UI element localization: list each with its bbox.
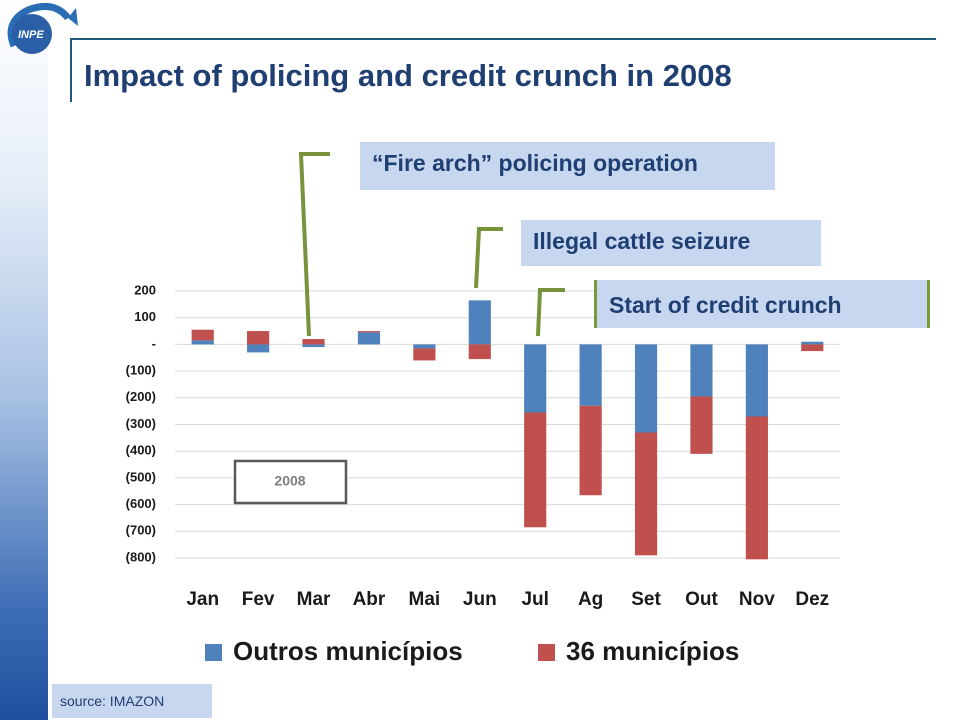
- y-tick-label: (400): [126, 443, 156, 458]
- bar-m36-jul: [524, 412, 547, 528]
- header-rule: [72, 38, 936, 40]
- bar-outros-jun: [468, 300, 491, 345]
- fire-arch-text: “Fire arch” policing operation: [372, 150, 698, 176]
- bar-outros-jan: [191, 340, 214, 345]
- year-box: [233, 459, 348, 505]
- bar-m36-out: [690, 396, 713, 454]
- cattle-seizure-callout: Illegal cattle seizure: [521, 220, 821, 266]
- bar-m36-ag: [579, 405, 602, 496]
- x-tick-label: Nov: [739, 589, 775, 610]
- credit-crunch-callout: Start of credit crunch: [594, 280, 930, 328]
- credit-crunch-text: Start of credit crunch: [609, 292, 842, 318]
- bar-m36-jun: [468, 344, 491, 360]
- year-label: 2008: [274, 473, 305, 489]
- y-tick-label: (800): [126, 549, 156, 564]
- bar-m36-mar: [302, 339, 325, 345]
- source-note: source: IMAZON: [52, 684, 212, 718]
- y-tick-label: -: [152, 336, 156, 351]
- y-tick-label: 200: [134, 282, 156, 297]
- cattle-seizure-text: Illegal cattle seizure: [533, 228, 751, 254]
- x-tick-label: Dez: [795, 589, 829, 610]
- bar-m36-nov: [745, 416, 768, 560]
- bar-outros-nov: [745, 344, 768, 417]
- x-tick-label: Jul: [521, 589, 548, 610]
- header-vertical-rule: [70, 38, 72, 102]
- x-tick-label: Set: [631, 589, 661, 610]
- y-tick-label: (500): [126, 469, 156, 484]
- y-tick-label: (100): [126, 363, 156, 378]
- bar-m36-jan: [191, 329, 214, 341]
- legend-swatch: [538, 644, 555, 661]
- y-tick-label: (300): [126, 416, 156, 431]
- y-tick-label: (700): [126, 523, 156, 538]
- page-title: Impact of policing and credit crunch in …: [84, 58, 732, 93]
- x-tick-label: Jun: [463, 589, 497, 610]
- x-tick-label: Fev: [242, 589, 275, 610]
- inpe-logo: INPE: [7, 2, 78, 54]
- bar-outros-out: [690, 344, 713, 397]
- legend-swatch: [205, 644, 222, 661]
- bar-outros-ag: [579, 344, 602, 406]
- legend-label: 36 municípios: [566, 636, 739, 666]
- bar-outros-dez: [801, 341, 824, 345]
- bar-m36-abr: [357, 331, 381, 333]
- x-tick-label: Ag: [578, 589, 603, 610]
- bar-m36-set: [634, 432, 658, 556]
- y-tick-label: 100: [134, 309, 156, 324]
- bar-m36-dez: [801, 344, 824, 352]
- bar-outros-set: [634, 344, 658, 433]
- x-tick-label: Mai: [409, 589, 441, 610]
- bar-outros-fev: [247, 344, 270, 353]
- x-tick-label: Abr: [353, 589, 386, 610]
- x-tick-label: Out: [685, 589, 718, 610]
- bar-outros-abr: [357, 332, 381, 345]
- logo-text: INPE: [18, 29, 44, 41]
- sidebar-gradient: [0, 0, 48, 720]
- bar-outros-mar: [302, 344, 325, 348]
- bar-m36-mai: [413, 348, 436, 361]
- y-tick-label: (200): [126, 389, 156, 404]
- fire-arch-callout: “Fire arch” policing operation: [360, 142, 775, 190]
- x-tick-label: Jan: [186, 589, 219, 610]
- x-tick-label: Mar: [297, 589, 331, 610]
- y-tick-label: (600): [126, 496, 156, 511]
- legend-label: Outros municípios: [233, 636, 463, 666]
- bar-outros-mai: [413, 344, 436, 349]
- bar-m36-fev: [247, 331, 270, 345]
- bar-outros-jul: [524, 344, 547, 413]
